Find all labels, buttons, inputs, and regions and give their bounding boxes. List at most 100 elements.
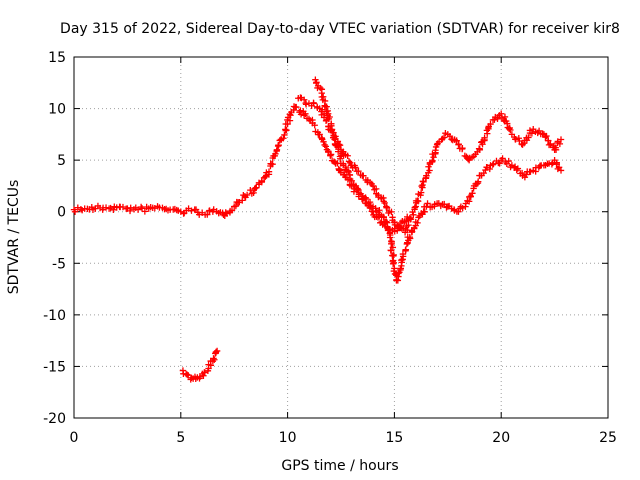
data-point [275, 141, 282, 149]
data-point [554, 165, 562, 173]
data-point [344, 152, 351, 159]
data-point [362, 194, 369, 201]
data-point [381, 199, 388, 207]
data-point [316, 131, 323, 138]
data-point [542, 133, 549, 141]
data-point [327, 151, 335, 158]
data-point [338, 152, 345, 159]
data-point [539, 130, 546, 137]
data-point [383, 204, 390, 211]
data-point [385, 209, 392, 217]
data-point [302, 101, 310, 108]
x-tick-label: 20 [492, 430, 510, 446]
data-point [406, 233, 413, 241]
data-point [265, 168, 273, 175]
data-point [280, 135, 287, 142]
plot-frame [73, 56, 609, 419]
data-point [211, 356, 218, 363]
x-tick-label: 10 [279, 430, 297, 446]
data-point [269, 160, 276, 168]
chart-title: Day 315 of 2022, Sidereal Day-to-day VTE… [60, 21, 620, 37]
data-point [441, 200, 448, 208]
data-point [232, 202, 240, 210]
data-point [326, 113, 333, 121]
data-point [348, 177, 355, 184]
data-point [212, 348, 220, 356]
data-point [423, 203, 430, 210]
data-point [369, 182, 377, 190]
data-point [547, 140, 554, 148]
data-point [552, 144, 559, 151]
data-point [119, 203, 127, 211]
x-tick-label: 15 [385, 430, 403, 446]
data-point [366, 204, 374, 211]
data-point [498, 110, 505, 117]
data-point [188, 207, 195, 214]
x-tick-label: 5 [176, 430, 185, 446]
data-point [71, 208, 79, 215]
y-tick-label: -20 [43, 411, 66, 427]
data-point [321, 141, 328, 149]
data-point [228, 207, 236, 214]
y-tick-label: 15 [48, 50, 66, 66]
data-point [185, 372, 192, 379]
y-tick-label: 5 [57, 153, 66, 169]
data-point [297, 107, 304, 114]
data-point [394, 227, 401, 234]
data-point [322, 143, 330, 150]
data-point [300, 112, 308, 119]
data-point [213, 347, 221, 355]
data-point [528, 130, 536, 137]
data-point [414, 197, 421, 204]
x-tick-label: 25 [599, 430, 617, 446]
data-point [414, 219, 421, 227]
data-point [273, 146, 281, 154]
data-point [354, 186, 361, 193]
data-point [113, 204, 120, 211]
data-point [247, 186, 254, 194]
data-point [376, 213, 383, 220]
data-point [424, 200, 431, 207]
y-axis-label: SDTVAR / TECUs [6, 180, 22, 295]
data-point [557, 167, 565, 174]
data-point [499, 155, 506, 162]
y-tick-label: 10 [48, 102, 66, 118]
data-point [283, 127, 290, 134]
data-point [126, 207, 134, 215]
data-point [110, 206, 117, 214]
data-point [336, 155, 344, 162]
data-point [141, 208, 149, 215]
data-point [138, 205, 146, 212]
data-point [426, 167, 433, 174]
data-point [204, 211, 211, 218]
data-points [70, 76, 565, 383]
data-point [402, 247, 409, 255]
data-point [557, 136, 565, 143]
y-tick-label: 0 [57, 205, 66, 221]
data-point [474, 178, 482, 185]
data-point [402, 217, 410, 225]
data-point [505, 125, 513, 132]
y-tick-label: -15 [43, 359, 66, 375]
data-point [319, 93, 327, 100]
data-point [300, 96, 308, 103]
data-point [302, 110, 309, 118]
data-point [514, 165, 522, 172]
data-point [310, 100, 317, 107]
data-point [486, 165, 493, 173]
data-point [311, 122, 318, 129]
data-point [404, 213, 411, 221]
data-point [320, 138, 327, 146]
data-point [390, 251, 397, 259]
data-point [389, 260, 397, 268]
data-point [287, 112, 294, 119]
x-tick-labels: 0 5 10 15 20 25 [70, 430, 617, 446]
data-point [545, 141, 553, 149]
grid-lines [74, 57, 608, 418]
axis-ticks [73, 56, 609, 419]
y-tick-label: -5 [52, 256, 66, 272]
data-point [469, 190, 476, 197]
data-point [344, 167, 352, 175]
data-point [388, 208, 395, 216]
